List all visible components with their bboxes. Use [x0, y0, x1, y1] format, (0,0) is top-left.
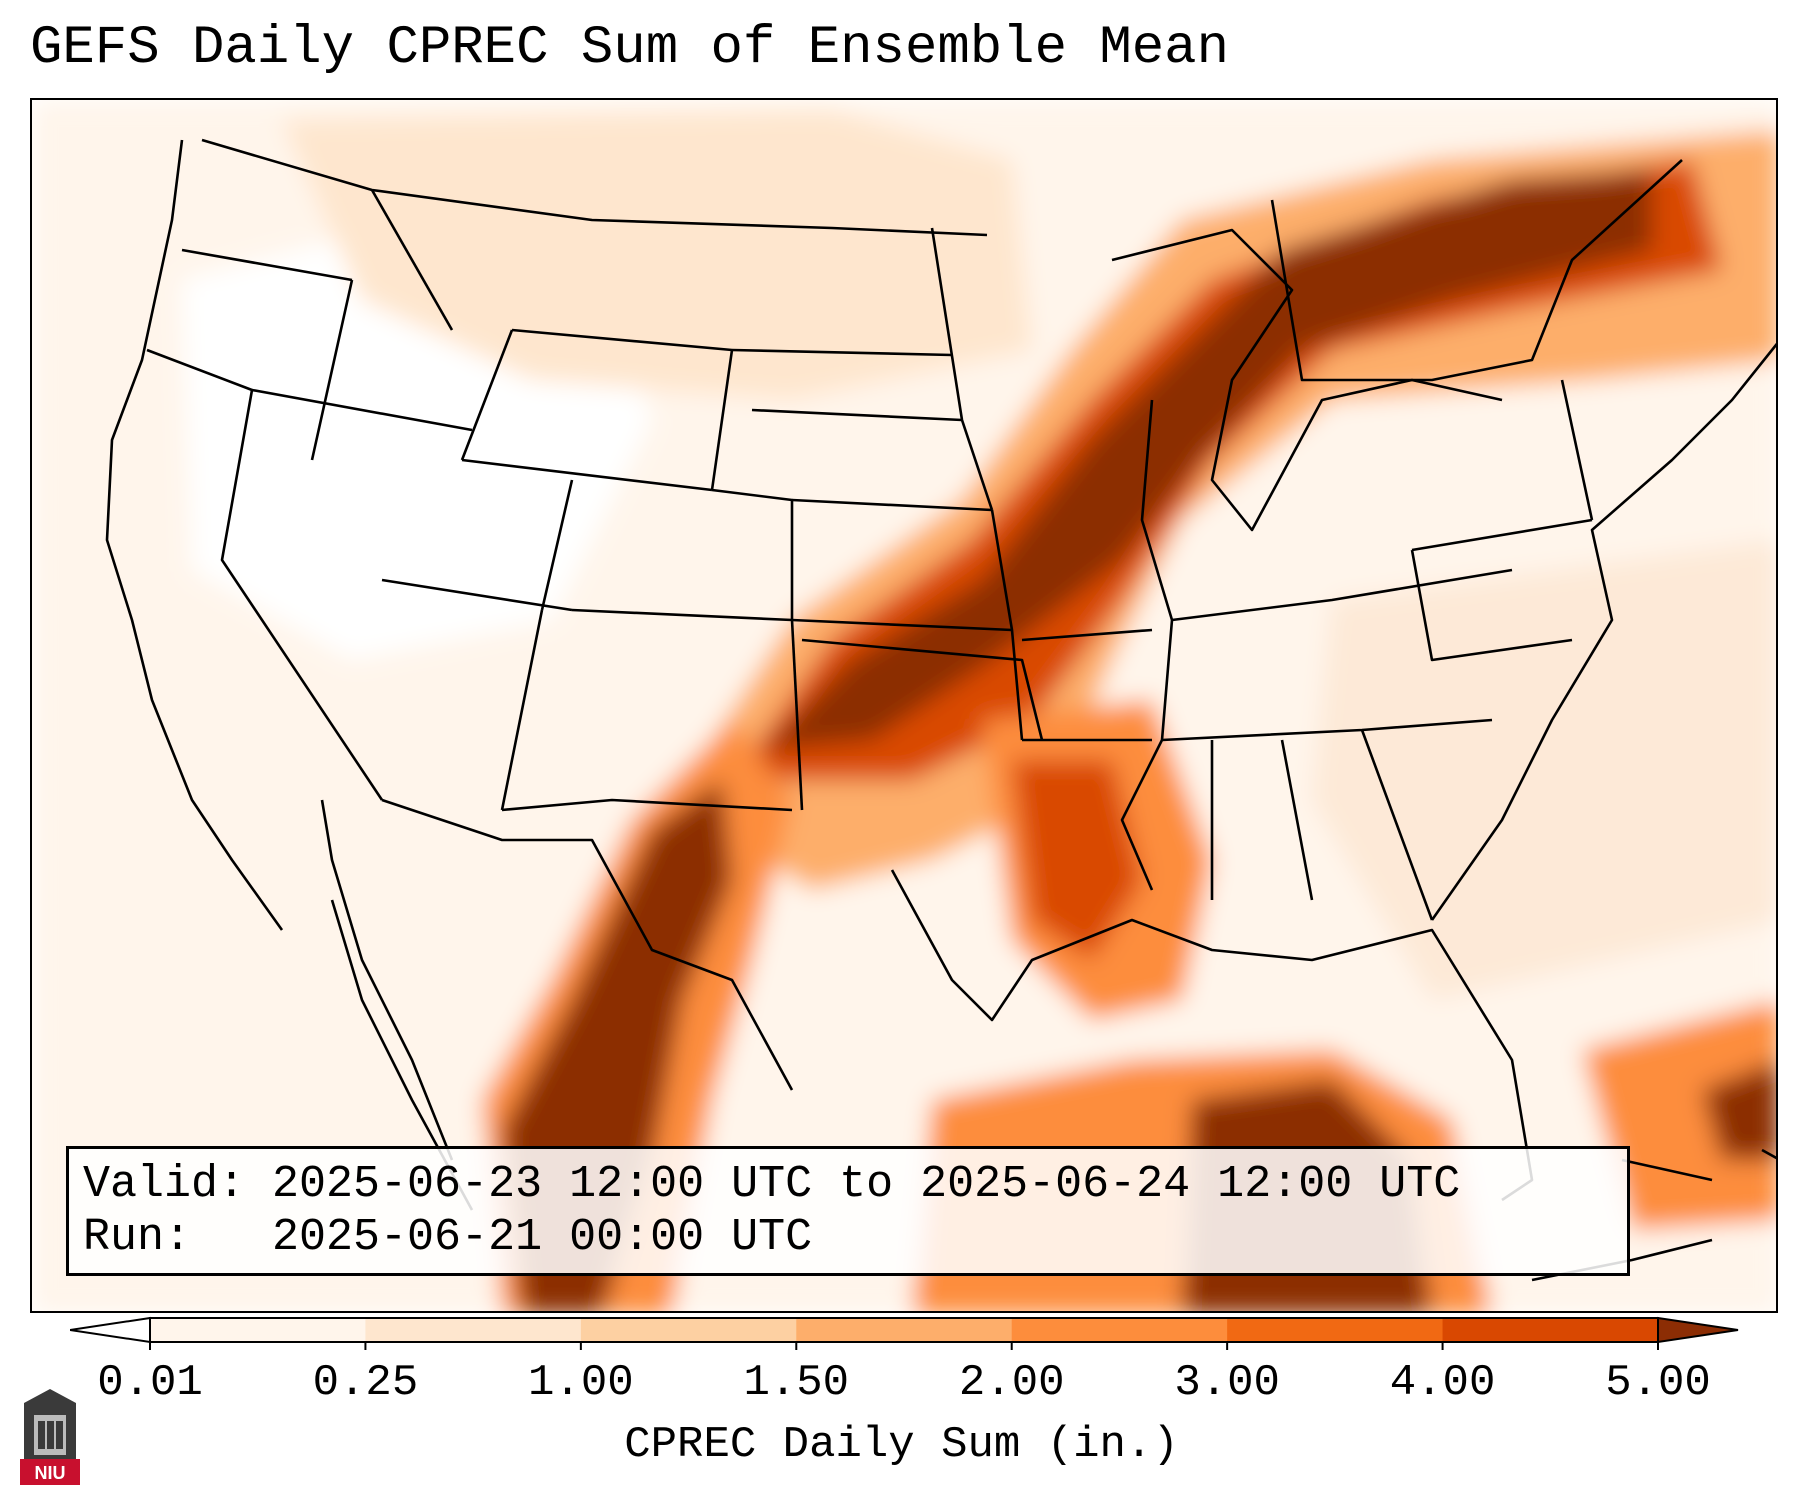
canada-east-border	[1270, 159, 1683, 382]
colorbar-tick-label: 2.00	[958, 1358, 1065, 1408]
valid-text: Valid: 2025-06-23 12:00 UTC to 2025-06-2…	[83, 1159, 1461, 1210]
state-line-sd-ne	[751, 408, 963, 422]
precip-area-miss-core	[1012, 760, 1142, 960]
state-line-oh-valley	[1171, 568, 1513, 622]
state-line-ut-az	[381, 578, 573, 612]
state-line-id-west	[310, 279, 354, 461]
state-line-mo-ar	[1021, 628, 1153, 642]
colorbar-bin	[1227, 1318, 1444, 1342]
colorbar-bin	[150, 1318, 366, 1342]
state-borders	[105, 138, 1776, 1282]
colorbar-tick-label: 1.50	[743, 1358, 850, 1408]
canada-border-line	[201, 138, 988, 237]
colorbar-tick-label: 1.00	[528, 1358, 634, 1408]
colorbar-tick-label: 3.00	[1174, 1358, 1280, 1408]
east-coast-line	[1430, 342, 1776, 921]
state-line-az-nm	[500, 609, 544, 811]
west-coast-line	[105, 139, 284, 931]
state-line-nv-ca	[146, 348, 384, 801]
colorbar-label: CPREC Daily Sum (in.)	[624, 1420, 1179, 1470]
logo-text: NIU	[35, 1463, 66, 1483]
colorbar-under-arrow	[70, 1316, 151, 1344]
colorbar-over-arrow	[1657, 1316, 1739, 1344]
mexico-border-line	[381, 798, 794, 1091]
state-line-co-nm	[571, 608, 793, 622]
precip-map	[32, 100, 1776, 1311]
ne-state-lines	[1410, 379, 1594, 662]
state-line-ks-ok	[791, 618, 1013, 632]
state-line-ok-tx	[801, 638, 1044, 741]
precip-area-north	[282, 110, 1032, 400]
state-line-ne-ks	[791, 498, 993, 512]
validity-box: Valid: 2025-06-23 12:00 UTC to 2025-06-2…	[66, 1146, 1630, 1276]
colorbar-bin	[796, 1318, 1013, 1342]
gulf-coast-line	[890, 869, 1534, 1202]
state-line-ut-co	[540, 479, 574, 611]
state-line-wy-west	[460, 329, 514, 461]
baja-coast-line	[320, 799, 454, 1161]
precip-area-atlantic	[1582, 1001, 1776, 1230]
niu-logo-icon: NIU	[20, 1389, 80, 1485]
precip-band-core	[762, 170, 1652, 750]
state-line-or-nv-ut	[251, 388, 473, 432]
precip-shading	[32, 100, 1776, 1311]
map-panel	[30, 98, 1778, 1313]
map-title: GEFS Daily CPREC Sum of Ensemble Mean	[30, 18, 1229, 79]
run-text: Run: 2025-06-21 00:00 UTC	[83, 1212, 813, 1263]
state-line-wy-east	[710, 349, 734, 491]
colorbar-tick-label: 5.00	[1605, 1358, 1711, 1408]
state-line-nd-sd	[731, 348, 953, 357]
colorbar-bin	[1011, 1318, 1228, 1342]
colorbar-bin	[365, 1318, 582, 1342]
state-line-nm-south	[501, 798, 793, 812]
colorbar-tick-label: 0.25	[312, 1358, 419, 1408]
colorbar-bin	[580, 1318, 797, 1342]
mississippi-river	[1120, 399, 1174, 891]
state-line-mn-west	[930, 227, 994, 511]
state-line-wy-south	[461, 458, 713, 492]
state-line-wy-north	[511, 328, 733, 352]
colorbar-tick-label: 0.01	[97, 1358, 203, 1408]
precip-area-light-southeast	[1312, 540, 1776, 1000]
colorbar	[70, 1316, 1739, 1350]
great-lakes-outline	[1111, 228, 1503, 532]
colorbar-tick-label: 4.00	[1389, 1358, 1496, 1408]
state-line-mt-id	[370, 189, 454, 331]
state-line-nm-east	[790, 619, 804, 811]
state-line-wa-or	[181, 248, 353, 282]
state-line-east-plains	[990, 509, 1024, 741]
colorbar-bin	[1442, 1318, 1659, 1342]
precip-area-atlantic-core	[1702, 1061, 1776, 1160]
colorbar-outline	[149, 1317, 1659, 1343]
state-line-ms-al-ga	[1210, 729, 1434, 921]
